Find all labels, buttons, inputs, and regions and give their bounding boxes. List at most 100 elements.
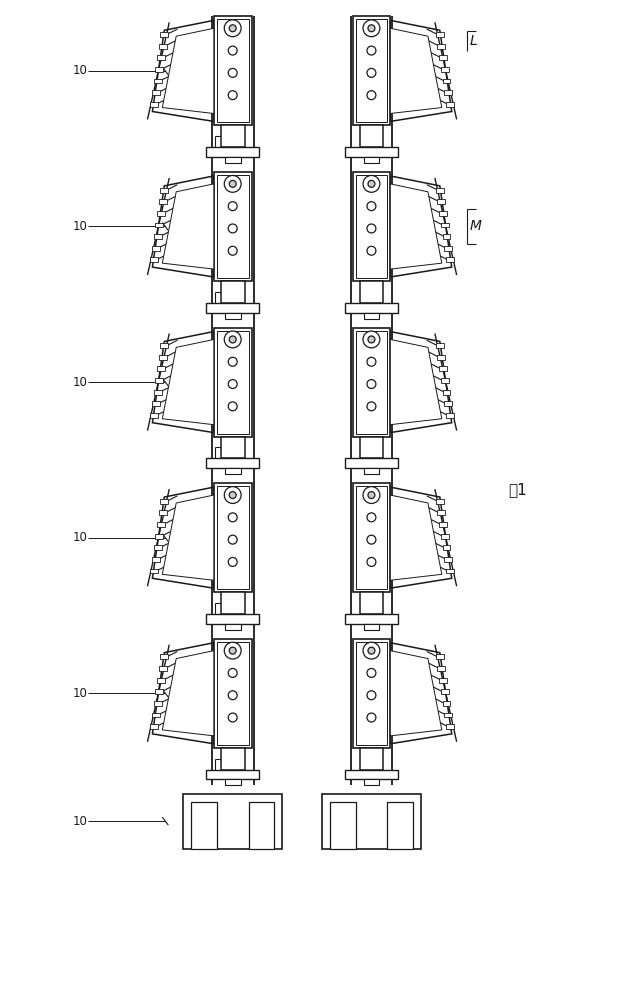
Polygon shape [152,332,214,433]
Bar [221,748,245,770]
Bar [443,701,451,706]
Bar [191,802,217,849]
Circle shape [228,402,237,411]
Bar [157,55,165,60]
Bar [214,639,251,748]
Bar [152,90,160,95]
Bar [444,246,452,251]
Polygon shape [390,184,442,269]
Circle shape [363,642,380,659]
Bar [152,401,160,406]
Bar [206,770,259,779]
Bar [438,666,445,671]
Bar [217,175,249,278]
Polygon shape [390,495,442,580]
Bar [360,437,383,458]
Circle shape [367,691,376,700]
Bar [345,458,398,468]
Bar [355,175,387,278]
Bar [217,486,249,589]
Circle shape [367,224,376,233]
Bar [322,794,421,849]
Circle shape [367,68,376,77]
Circle shape [368,25,375,32]
Circle shape [229,180,236,187]
Circle shape [367,535,376,544]
Bar [150,413,158,418]
Bar [444,90,452,95]
Bar [438,355,445,360]
Bar [446,413,454,418]
Text: 10: 10 [72,220,87,233]
Circle shape [367,202,376,211]
Bar [159,355,167,360]
Text: L: L [470,34,477,48]
Bar [353,483,390,592]
Circle shape [229,25,236,32]
Circle shape [224,175,241,192]
Text: M: M [470,219,482,233]
Bar [154,701,162,706]
Circle shape [228,357,237,366]
Bar [443,390,451,395]
Circle shape [228,68,237,77]
Polygon shape [152,176,214,277]
Bar [154,390,162,395]
Bar [157,366,165,371]
Bar [154,79,162,83]
Polygon shape [152,20,214,121]
Circle shape [228,91,237,100]
Bar [360,592,383,614]
Circle shape [228,535,237,544]
Bar [221,281,245,303]
Bar [363,779,379,785]
Bar [443,79,451,83]
Bar [355,19,387,122]
Polygon shape [390,643,452,744]
Bar [214,483,251,592]
Bar [150,102,158,107]
Bar [438,199,445,204]
Bar [438,510,445,515]
Polygon shape [152,643,214,744]
Bar [446,102,454,107]
Bar [355,642,387,745]
Bar [159,666,167,671]
Circle shape [229,492,236,499]
Bar [436,343,444,348]
Bar [225,468,241,474]
Bar [157,522,165,527]
Bar [150,569,158,573]
Circle shape [229,647,236,654]
Bar [360,281,383,303]
Bar [150,724,158,729]
Bar [355,486,387,589]
Circle shape [229,336,236,343]
Bar [214,172,251,281]
Circle shape [368,647,375,654]
Bar [444,401,452,406]
Bar [155,378,163,383]
Bar [330,802,355,849]
Circle shape [224,20,241,37]
Polygon shape [390,332,452,433]
Circle shape [228,46,237,55]
Bar [159,510,167,515]
Bar [155,534,163,539]
Bar [439,522,447,527]
Bar [436,499,444,504]
Bar [438,44,445,49]
Bar [154,234,162,239]
Circle shape [368,180,375,187]
Bar [363,313,379,319]
Bar [353,16,390,125]
Circle shape [363,331,380,348]
Polygon shape [390,176,452,277]
Bar [446,257,454,262]
Polygon shape [390,20,452,121]
Circle shape [367,668,376,677]
Bar [225,157,241,163]
Circle shape [367,513,376,522]
Bar [206,147,259,157]
Bar [152,246,160,251]
